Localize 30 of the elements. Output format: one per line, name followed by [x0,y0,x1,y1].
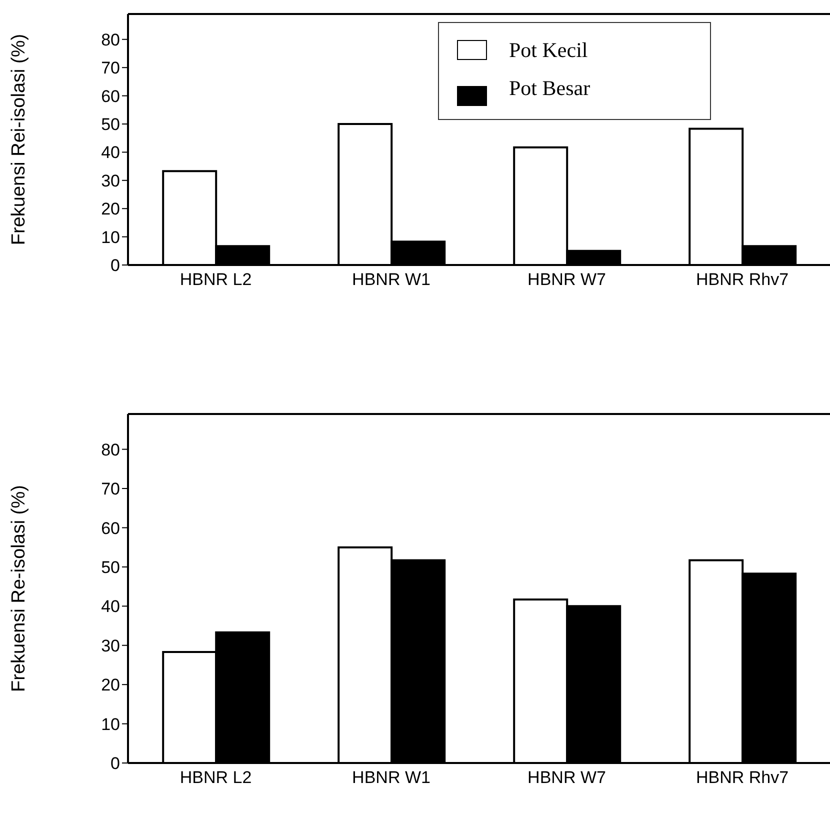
y-tick-label: 40 [101,597,120,616]
x-tick-label: HBNR W7 [528,768,606,788]
y-tick-label: 80 [101,30,120,50]
y-tick-label: 80 [101,440,120,460]
y-axis-title: Frekuensi Rei-isolasi (%) [8,34,30,246]
x-tick-label: HBNR Rhv7 [696,768,789,788]
x-tick-label: HBNR W7 [528,270,606,290]
x-tick-label: HBNR L2 [180,270,252,290]
y-tick-label: 60 [101,518,120,538]
y-tick-label: 20 [101,676,120,695]
y-tick-label: 0 [110,256,120,276]
y-tick-label: 60 [101,86,120,106]
y-tick-label: 30 [101,171,120,190]
y-axis-title: Frekuensi Re-isolasi (%) [8,485,30,692]
y-tick-label: 50 [101,115,120,134]
x-tick-label: HBNR Rhv7 [696,270,789,290]
y-tick-label: 10 [101,228,120,247]
y-tick-label: 70 [101,480,120,499]
legend-label: Pot Kecil [509,38,588,62]
y-tick-label: 40 [101,143,120,162]
y-tick-label: 70 [101,58,120,78]
x-tick-label: HBNR W1 [352,270,430,290]
x-tick-label: HBNR L2 [180,768,252,788]
legend-label: Pot Besar [509,76,590,100]
y-tick-label: 30 [101,636,120,656]
y-tick-label: 50 [101,558,120,577]
x-tick-label: HBNR W1 [352,768,430,788]
y-tick-label: 10 [101,714,120,734]
y-tick-label: 20 [101,200,120,219]
y-tick-label: 0 [110,754,120,774]
